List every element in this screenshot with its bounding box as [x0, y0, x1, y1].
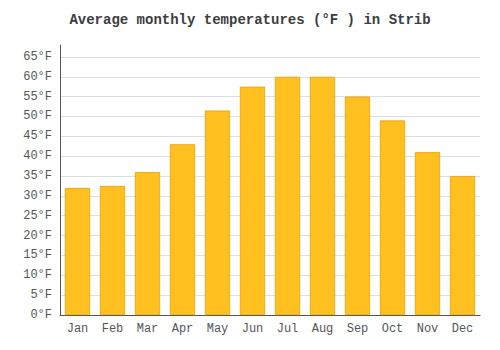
svg-text:20°F: 20°F [23, 229, 52, 243]
svg-text:Nov: Nov [417, 322, 439, 336]
svg-text:Aug: Aug [312, 322, 334, 336]
svg-text:Jan: Jan [67, 322, 89, 336]
svg-text:40°F: 40°F [23, 149, 52, 163]
svg-text:Jun: Jun [242, 322, 264, 336]
svg-text:45°F: 45°F [23, 129, 52, 143]
svg-text:May: May [207, 322, 229, 336]
svg-text:Dec: Dec [452, 322, 474, 336]
svg-text:10°F: 10°F [23, 268, 52, 282]
svg-text:15°F: 15°F [23, 248, 52, 262]
svg-text:Mar: Mar [137, 322, 159, 336]
svg-text:Sep: Sep [347, 322, 369, 336]
svg-text:5°F: 5°F [30, 288, 52, 302]
svg-text:55°F: 55°F [23, 90, 52, 104]
svg-text:50°F: 50°F [23, 109, 52, 123]
svg-text:Jul: Jul [277, 322, 299, 336]
svg-text:35°F: 35°F [23, 169, 52, 183]
svg-text:0°F: 0°F [30, 308, 52, 322]
svg-text:25°F: 25°F [23, 209, 52, 223]
svg-text:Feb: Feb [102, 322, 124, 336]
svg-text:Average monthly temperatures (: Average monthly temperatures (°F ) in St… [69, 12, 430, 28]
svg-text:Apr: Apr [172, 322, 194, 336]
svg-text:65°F: 65°F [23, 50, 52, 64]
svg-text:30°F: 30°F [23, 189, 52, 203]
svg-text:Oct: Oct [382, 322, 404, 336]
svg-text:60°F: 60°F [23, 70, 52, 84]
